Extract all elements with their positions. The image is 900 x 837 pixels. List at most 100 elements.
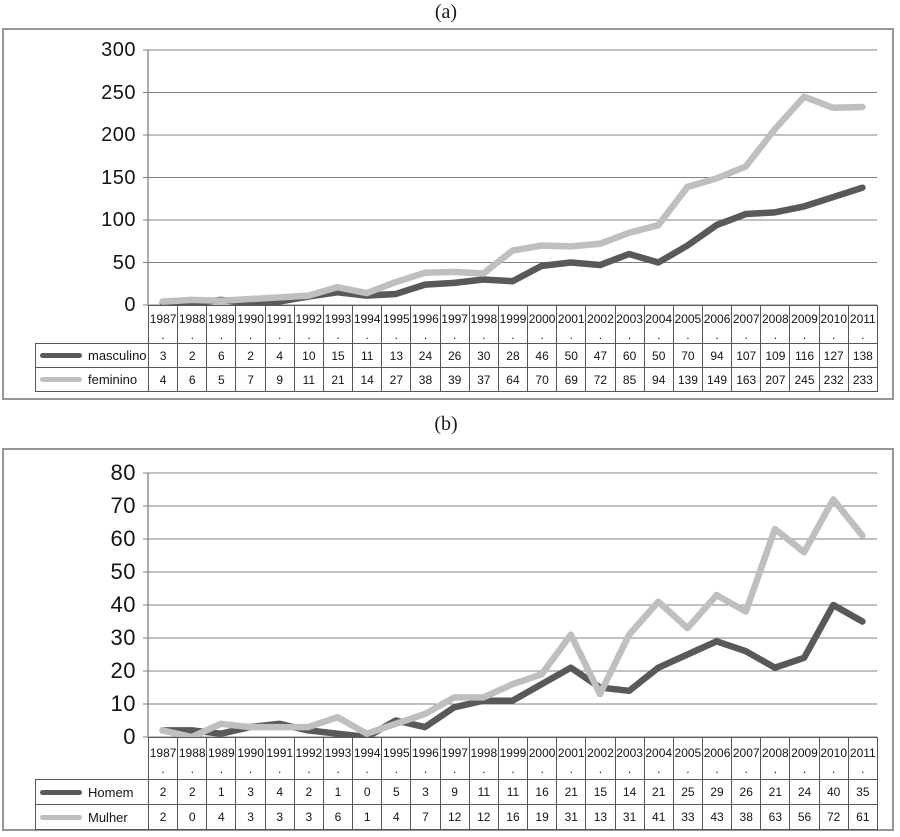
year-label: 1993 — [324, 312, 352, 326]
value-cell: 26 — [439, 343, 470, 368]
year-label-suffix: . — [686, 762, 690, 776]
year-header-cell: 2000. — [527, 305, 558, 344]
value-cell: 30 — [468, 343, 499, 368]
year-label: 1987 — [149, 312, 177, 326]
year-header-cell: 1994. — [352, 737, 383, 780]
value-cell: 139 — [672, 367, 703, 392]
value-cell: 9 — [264, 367, 295, 392]
year-label: 2001 — [557, 746, 585, 760]
plot-area — [143, 472, 877, 741]
y-tick-label: 150 — [101, 166, 136, 189]
value-cell: 207 — [760, 367, 791, 392]
year-label: 2005 — [674, 746, 702, 760]
value-cell: 163 — [731, 367, 762, 392]
year-label: 1990 — [237, 312, 264, 326]
value-cell: 116 — [789, 343, 820, 368]
year-label-suffix: . — [452, 762, 457, 776]
year-label-suffix: . — [365, 328, 369, 342]
year-label-suffix: . — [598, 328, 603, 342]
year-label: 1999 — [499, 746, 527, 760]
value-cell: 2 — [147, 779, 179, 805]
year-header-cell: 1997. — [439, 737, 470, 780]
year-label: 1991 — [266, 746, 294, 760]
year-header-cell: 2010. — [818, 737, 849, 780]
year-header-cell: 2002. — [585, 305, 616, 344]
year-header-row: 1987. 1988. 1989. 1990. 1991. 1992. 1993. 1994.… — [36, 305, 878, 344]
value-cell: 0 — [177, 804, 208, 830]
year-header-cell: 1999. — [497, 305, 529, 344]
value-cell: 38 — [731, 804, 762, 830]
panel-a-chart-box: 0 50 100 150 200 250 300 1987. 1988. 1989. 1990. 19… — [2, 28, 894, 400]
value-cell: 11 — [468, 779, 499, 805]
year-label-suffix: . — [744, 762, 748, 776]
year-header-cell: 1993. — [322, 305, 354, 344]
series-line-feminino — [159, 93, 866, 305]
value-cell: 40 — [818, 779, 849, 805]
value-cell: 11 — [293, 367, 324, 392]
table-row: feminino 4 6 5 7 9 11 21 14 27 38 39 37 64 70 69 72 85 94 1… — [35, 367, 878, 392]
year-label: 2007 — [732, 312, 760, 326]
year-label-suffix: . — [482, 762, 486, 776]
year-label-suffix: . — [482, 328, 486, 342]
year-header-cell: 2005. — [672, 737, 703, 780]
y-tick-label: 0 — [124, 294, 136, 316]
value-cell: 29 — [701, 779, 733, 805]
year-label: 2004 — [645, 312, 673, 326]
year-label: 1990 — [237, 746, 264, 760]
plot-area — [143, 49, 877, 307]
legend-label: Mulher — [88, 809, 128, 825]
year-label-suffix: . — [423, 328, 428, 342]
value-cell: 60 — [614, 343, 645, 368]
value-cell: 6 — [322, 804, 354, 830]
y-tick-label: 100 — [101, 209, 136, 231]
value-cell: 2 — [147, 804, 179, 830]
value-cell: 28 — [497, 343, 529, 368]
year-label-suffix: . — [248, 762, 253, 776]
legend-line-swatch — [40, 814, 82, 820]
year-label-suffix: . — [861, 328, 865, 342]
value-cell: 7 — [410, 804, 441, 830]
y-tick-label: 50 — [112, 251, 136, 274]
value-cell: 50 — [643, 343, 674, 368]
value-cell: 31 — [614, 804, 645, 830]
year-label: 1997 — [441, 312, 468, 326]
value-cell: 2 — [177, 779, 208, 805]
value-cell: 233 — [847, 367, 878, 392]
year-label: 2010 — [820, 312, 848, 326]
value-cell: 50 — [556, 343, 587, 368]
value-cell: 3 — [410, 779, 441, 805]
value-cell: 26 — [731, 779, 762, 805]
year-header-cell: 2009. — [789, 737, 820, 780]
year-header-cell: 2008. — [760, 737, 791, 780]
year-label-suffix: . — [394, 762, 398, 776]
year-label: 1994 — [353, 746, 381, 760]
year-header-cell: 1993. — [322, 737, 354, 780]
legend-label: masculino — [88, 348, 147, 363]
year-header-cell: 1990. — [235, 737, 266, 780]
year-label: 1995 — [382, 312, 410, 326]
y-tick-label: 80 — [110, 460, 136, 485]
year-label-suffix: . — [248, 328, 253, 342]
year-header-cell: 1999. — [497, 737, 529, 780]
value-cell: 21 — [322, 367, 354, 392]
value-cell: 11 — [497, 779, 529, 805]
value-cell: 245 — [789, 367, 820, 392]
year-label-suffix: . — [423, 762, 428, 776]
value-cell: 4 — [264, 779, 295, 805]
value-cell: 43 — [701, 804, 733, 830]
value-cell: 35 — [847, 779, 878, 805]
year-label: 1996 — [412, 312, 439, 326]
year-label: 1988 — [178, 312, 206, 326]
value-cell: 7 — [235, 367, 266, 392]
year-label-suffix: . — [219, 328, 224, 342]
year-header-cell: 2007. — [731, 305, 762, 344]
value-cell: 127 — [818, 343, 849, 368]
legend-entry: Mulher — [37, 809, 148, 825]
year-header-cell: 1987. — [147, 737, 179, 780]
value-cell: 85 — [614, 367, 645, 392]
year-label-suffix: . — [802, 328, 807, 342]
value-cell: 109 — [760, 343, 791, 368]
year-header-cell: 2003. — [614, 305, 645, 344]
value-cell: 72 — [585, 367, 616, 392]
year-label-suffix: . — [452, 328, 457, 342]
